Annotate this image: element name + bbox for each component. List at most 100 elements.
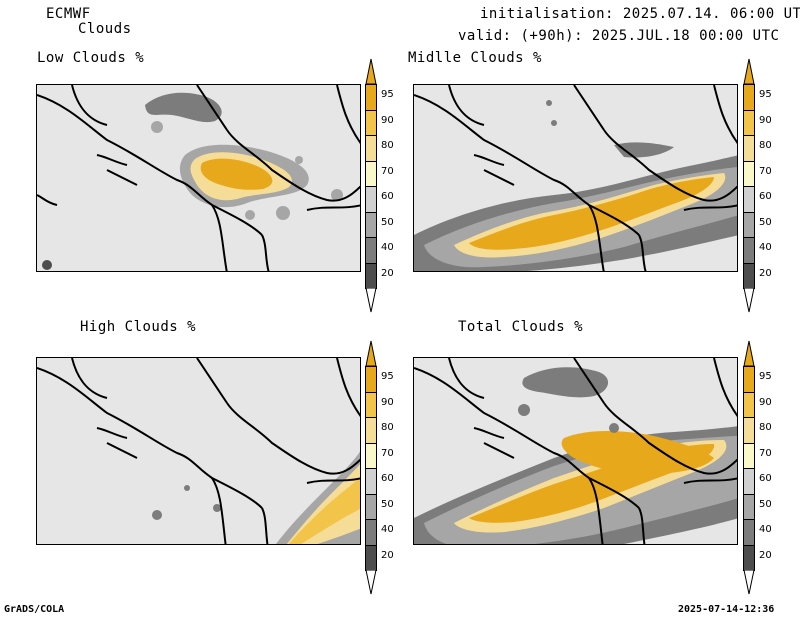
colorbar-segment bbox=[743, 262, 755, 289]
map-panel-total bbox=[413, 357, 738, 545]
colorbar-segment bbox=[743, 544, 755, 571]
map-panel-low bbox=[36, 84, 361, 272]
colorbar-segment bbox=[365, 493, 377, 520]
colorbar-tick-label: 40 bbox=[381, 524, 394, 535]
colorbar-segment bbox=[743, 160, 755, 187]
colorbar-tick-label: 90 bbox=[759, 114, 772, 126]
init-time: initialisation: 2025.07.14. 06:00 UTC bbox=[480, 6, 800, 22]
colorbar-tick-label: 70 bbox=[381, 447, 394, 459]
colorbar-bottom-arrow bbox=[743, 570, 755, 595]
valid-time: valid: (+90h): 2025.JUL.18 00:00 UTC bbox=[458, 28, 780, 44]
colorbar-bottom-arrow bbox=[365, 570, 377, 595]
panel-title-low: Low Clouds % bbox=[37, 50, 145, 66]
colorbar-tick-label: 60 bbox=[381, 473, 394, 484]
colorbar-tick-label: 20 bbox=[759, 267, 772, 279]
product-name: Clouds bbox=[78, 21, 132, 37]
colorbar-segment bbox=[365, 442, 377, 469]
colorbar-segment bbox=[365, 544, 377, 571]
map-panel-middle bbox=[413, 84, 738, 272]
colorbar-segment bbox=[365, 237, 377, 264]
colorbar-segment bbox=[365, 391, 377, 418]
colorbar-tick-label: 95 bbox=[381, 89, 394, 100]
colorbar-tick-label: 70 bbox=[759, 447, 772, 459]
map-low bbox=[37, 85, 360, 271]
colorbar-tick-label: 95 bbox=[759, 89, 772, 100]
colorbar-tick-label: 80 bbox=[381, 140, 394, 151]
colorbar-tick-label: 60 bbox=[759, 191, 772, 202]
colorbar-segment bbox=[743, 84, 755, 111]
colorbar-bottom-arrow bbox=[365, 288, 377, 313]
map-total bbox=[414, 358, 737, 544]
colorbar-segment bbox=[743, 366, 755, 393]
colorbar-bottom-arrow bbox=[743, 288, 755, 313]
map-high bbox=[37, 358, 360, 544]
cloud-fields-total bbox=[414, 367, 737, 544]
colorbar-segment bbox=[743, 493, 755, 520]
colorbar-tick-label: 90 bbox=[759, 396, 772, 408]
footer-left: GrADS/COLA bbox=[4, 604, 65, 615]
colorbar-low: 95 90 80 70 60 50 40 20 bbox=[365, 58, 394, 313]
model-name: ECMWF bbox=[46, 6, 91, 22]
colorbar-tick-label: 70 bbox=[759, 165, 772, 177]
colorbar-segment bbox=[743, 468, 755, 495]
colorbar-segment bbox=[365, 519, 377, 546]
colorbar-top-arrow bbox=[743, 340, 755, 366]
footer-right: 2025-07-14-12:36 bbox=[678, 604, 775, 615]
map-middle bbox=[414, 85, 737, 271]
colorbar-segment bbox=[743, 211, 755, 238]
colorbar-total: 95 90 80 70 60 50 40 20 bbox=[743, 340, 772, 595]
colorbar-segment bbox=[743, 519, 755, 546]
colorbar-tick-label: 40 bbox=[759, 524, 772, 535]
colorbar-tick-label: 80 bbox=[759, 422, 772, 433]
colorbar-tick-label: 20 bbox=[381, 267, 394, 279]
cloud-fields-low bbox=[42, 92, 343, 270]
colorbar-segment bbox=[365, 84, 377, 111]
colorbar-segment bbox=[365, 109, 377, 136]
panel-title-middle: Midlle Clouds % bbox=[408, 50, 542, 66]
colorbar-tick-label: 20 bbox=[381, 549, 394, 561]
borders-high bbox=[37, 358, 360, 544]
colorbar-tick-label: 90 bbox=[381, 396, 394, 408]
colorbar-top-arrow bbox=[365, 340, 377, 366]
colorbar-segment bbox=[743, 186, 755, 213]
colorbar-high: 95 90 80 70 60 50 40 20 bbox=[365, 340, 394, 595]
borders-middle bbox=[414, 85, 737, 271]
colorbar-tick-label: 95 bbox=[381, 371, 394, 382]
colorbar-tick-label: 50 bbox=[381, 498, 394, 510]
colorbar-tick-label: 40 bbox=[381, 242, 394, 253]
colorbar-segment bbox=[743, 135, 755, 162]
panel-title-total: Total Clouds % bbox=[458, 319, 584, 335]
colorbar-tick-label: 20 bbox=[759, 549, 772, 561]
colorbar-segment bbox=[365, 211, 377, 238]
colorbar-tick-label: 50 bbox=[759, 216, 772, 228]
colorbar-tick-label: 60 bbox=[759, 473, 772, 484]
colorbar-tick-label: 95 bbox=[759, 371, 772, 382]
colorbar-segment bbox=[365, 468, 377, 495]
colorbar-segment bbox=[365, 160, 377, 187]
colorbar-segment bbox=[365, 366, 377, 393]
colorbar-top-arrow bbox=[365, 58, 377, 84]
colorbar-middle: 95 90 80 70 60 50 40 20 bbox=[743, 58, 772, 313]
borders-total bbox=[414, 358, 737, 544]
colorbar-tick-label: 60 bbox=[381, 191, 394, 202]
colorbar-tick-label: 40 bbox=[759, 242, 772, 253]
colorbar-segment bbox=[743, 391, 755, 418]
colorbar-tick-label: 50 bbox=[381, 216, 394, 228]
colorbar-segment bbox=[365, 262, 377, 289]
colorbar-segment bbox=[743, 442, 755, 469]
colorbar-segment bbox=[743, 417, 755, 444]
colorbar-segment bbox=[365, 417, 377, 444]
panel-title-high: High Clouds % bbox=[80, 319, 197, 335]
colorbar-segment bbox=[743, 237, 755, 264]
colorbar-tick-label: 80 bbox=[381, 422, 394, 433]
colorbar-tick-label: 80 bbox=[759, 140, 772, 151]
colorbar-segment bbox=[365, 135, 377, 162]
colorbar-top-arrow bbox=[743, 58, 755, 84]
borders-low bbox=[37, 85, 360, 271]
colorbar-tick-label: 70 bbox=[381, 165, 394, 177]
colorbar-segment bbox=[365, 186, 377, 213]
cloud-fields-middle bbox=[414, 100, 737, 271]
cloud-fields-high bbox=[152, 451, 360, 544]
colorbar-tick-label: 50 bbox=[759, 498, 772, 510]
colorbar-segment bbox=[743, 109, 755, 136]
